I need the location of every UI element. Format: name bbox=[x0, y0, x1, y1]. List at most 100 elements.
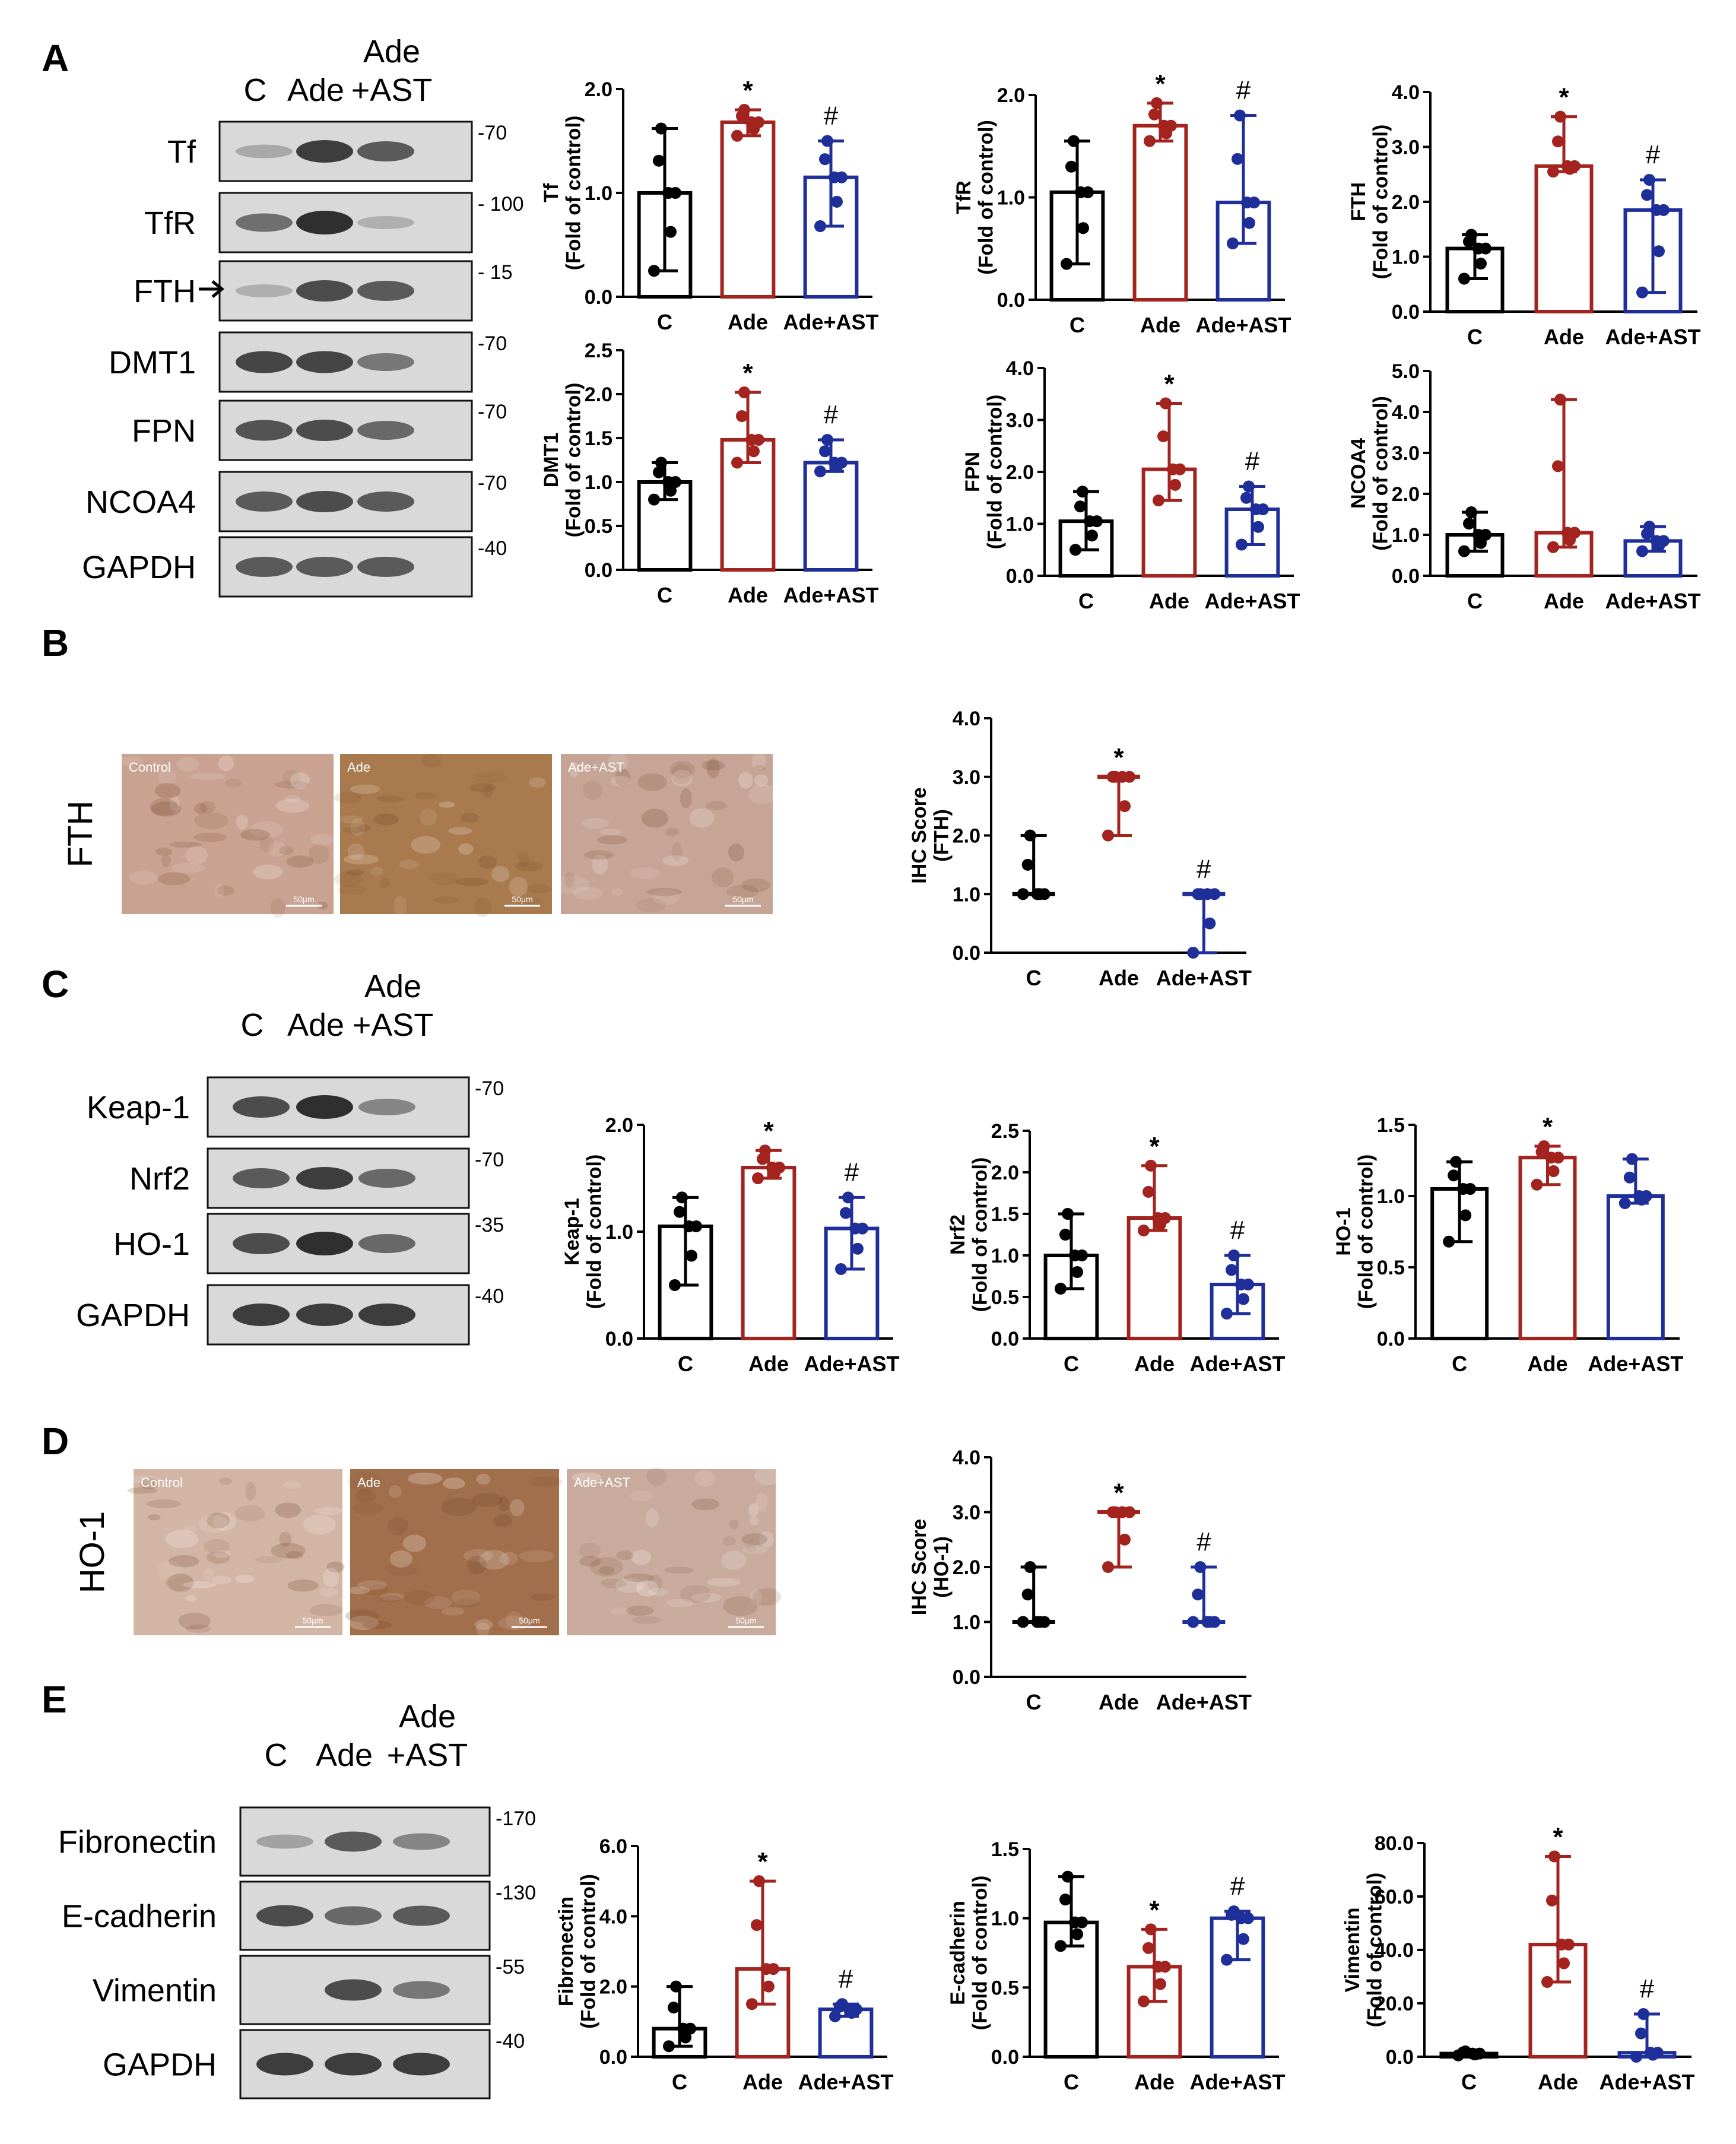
tissue-texture bbox=[161, 854, 171, 867]
tissue-texture bbox=[752, 1588, 782, 1606]
data-point bbox=[831, 195, 843, 208]
data-point bbox=[1475, 537, 1487, 549]
tissue-texture bbox=[599, 829, 622, 835]
blot-label: HO-1 bbox=[113, 1226, 190, 1262]
blot-band bbox=[393, 1981, 450, 1999]
micrograph bbox=[122, 754, 334, 914]
chart-12: 0.0 0.5 1.0 1.5E-cadherin(Fold of control) C… bbox=[947, 1838, 1286, 2094]
blot-label: GAPDH bbox=[103, 2047, 217, 2083]
x-tick-label: Ade bbox=[742, 2070, 783, 2094]
x-tick-label: Ade+AST bbox=[1189, 1352, 1285, 1376]
data-point bbox=[648, 493, 660, 506]
panel-letter-A: A bbox=[42, 37, 69, 80]
tissue-texture bbox=[441, 1607, 465, 1616]
tissue-texture bbox=[738, 772, 753, 789]
tissue-texture bbox=[498, 1496, 510, 1512]
data-point bbox=[856, 1222, 868, 1235]
blot-band bbox=[393, 1905, 450, 1926]
lane-label: C bbox=[265, 1737, 288, 1773]
data-point bbox=[1457, 2046, 1469, 2059]
tissue-texture bbox=[583, 850, 614, 859]
y-axis-label: NCOA4(Fold of control) bbox=[1347, 396, 1392, 551]
data-point bbox=[670, 1980, 682, 1993]
tissue-texture bbox=[214, 883, 224, 898]
y-tick-label: 0.5 bbox=[991, 1977, 1019, 1999]
data-point bbox=[1119, 1533, 1131, 1546]
data-point bbox=[1145, 1923, 1157, 1936]
tissue-texture bbox=[646, 887, 683, 896]
tissue-texture bbox=[129, 870, 158, 885]
ihc-panel-B: FTH Control 50μm Ade 50μm Ade+AST 50μm bbox=[61, 751, 777, 918]
data-point bbox=[663, 2040, 675, 2053]
tissue-texture bbox=[178, 1612, 211, 1630]
data-point bbox=[1144, 135, 1156, 147]
blot-label: Tf bbox=[167, 134, 196, 170]
x-tick-label: Ade+AST bbox=[1599, 2070, 1694, 2094]
tissue-texture bbox=[207, 1512, 230, 1529]
tissue-texture bbox=[555, 876, 590, 894]
data-point bbox=[1552, 1152, 1564, 1164]
data-point bbox=[1564, 534, 1576, 546]
data-point bbox=[1192, 1588, 1204, 1601]
data-point bbox=[1061, 258, 1072, 270]
tissue-texture bbox=[741, 1533, 768, 1546]
data-point bbox=[1069, 544, 1081, 556]
data-point bbox=[819, 153, 831, 166]
tissue-texture bbox=[591, 854, 608, 874]
y-axis-label: FTH(Fold of control) bbox=[1347, 125, 1392, 280]
tissue-texture bbox=[361, 1584, 389, 1596]
data-point bbox=[1448, 1169, 1460, 1182]
mw-marker: -40 bbox=[478, 537, 507, 560]
blot-band bbox=[296, 1167, 353, 1190]
data-point bbox=[1024, 1561, 1036, 1573]
y-tick-label: 0.5 bbox=[991, 1286, 1019, 1309]
data-point bbox=[1242, 1912, 1254, 1924]
tissue-texture bbox=[275, 1502, 302, 1518]
tissue-texture bbox=[348, 1616, 379, 1631]
significance-marker: * bbox=[1113, 1479, 1124, 1508]
tissue-texture bbox=[637, 773, 667, 791]
micrograph bbox=[134, 1469, 342, 1635]
ihc-image-ade-ast: Ade+AST 50μm bbox=[567, 1466, 782, 1635]
tissue-texture bbox=[722, 1536, 736, 1546]
y-tick-label: 1.0 bbox=[991, 1245, 1019, 1267]
blot-band bbox=[357, 421, 414, 440]
data-point bbox=[1626, 1153, 1638, 1165]
data-point bbox=[1658, 204, 1670, 216]
data-point bbox=[1194, 1561, 1207, 1573]
x-tick-label: C bbox=[1461, 2070, 1477, 2094]
data-point bbox=[1458, 545, 1470, 557]
x-tick-label: Ade+AST bbox=[783, 310, 878, 334]
tissue-texture bbox=[155, 847, 173, 856]
tissue-texture bbox=[748, 784, 777, 804]
x-tick-label: C bbox=[678, 1352, 693, 1376]
y-axis-label: IHC Score(HO-1) bbox=[908, 1519, 953, 1616]
blot-label: Vimentin bbox=[93, 1973, 217, 2009]
blot-label: NCOA4 bbox=[85, 484, 196, 520]
tissue-texture bbox=[194, 803, 208, 814]
tissue-texture bbox=[334, 871, 363, 887]
y-tick-label: 0.0 bbox=[1392, 565, 1420, 588]
tissue-texture bbox=[167, 1573, 194, 1593]
tissue-texture bbox=[185, 1624, 212, 1633]
mw-marker: -130 bbox=[496, 1882, 536, 1904]
y-tick-label: 6.0 bbox=[599, 1835, 627, 1858]
y-tick-label: 5.0 bbox=[1392, 360, 1420, 383]
tissue-texture bbox=[510, 1499, 525, 1517]
tissue-texture bbox=[309, 1604, 342, 1617]
tissue-texture bbox=[636, 898, 667, 913]
data-point bbox=[1059, 1229, 1071, 1241]
data-point bbox=[1187, 1616, 1199, 1628]
tissue-texture bbox=[347, 843, 365, 861]
data-point bbox=[1077, 486, 1088, 498]
tissue-texture bbox=[117, 756, 143, 766]
tissue-texture bbox=[691, 1498, 719, 1511]
tissue-texture bbox=[355, 1489, 376, 1503]
tissue-texture bbox=[728, 843, 745, 862]
significance-marker: # bbox=[1230, 1216, 1245, 1245]
data-point bbox=[1124, 770, 1135, 783]
tissue-texture bbox=[518, 851, 529, 867]
